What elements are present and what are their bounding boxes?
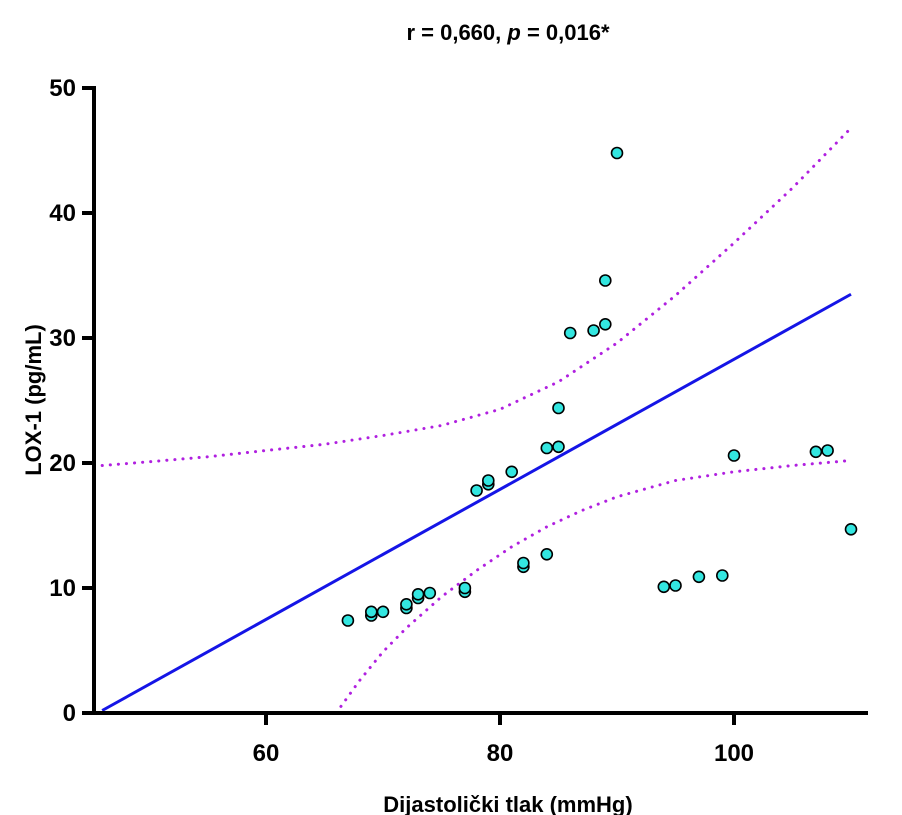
data-point — [517, 556, 530, 570]
y-axis-title: LOX-1 (pg/mL) — [21, 324, 46, 476]
y-tick-label: 30 — [49, 325, 76, 352]
chart-title: r = 0,660, p = 0,016* — [406, 20, 610, 45]
data-point — [552, 401, 565, 415]
data-point — [552, 440, 565, 454]
title-p-symbol: p — [506, 20, 520, 45]
data-point — [587, 324, 600, 337]
y-tick-label: 40 — [49, 200, 76, 227]
data-point — [692, 570, 706, 584]
y-tick-label: 50 — [49, 75, 76, 102]
confidence-band — [100, 126, 853, 715]
data-point — [540, 441, 554, 455]
y-tick-label: 10 — [49, 575, 76, 602]
title-stat-r: r = 0,660, — [406, 20, 507, 45]
axes: 0 10 20 30 40 50 60 80 100 — [49, 75, 868, 767]
data-point — [505, 465, 519, 479]
data-point — [411, 587, 425, 601]
regression-line-layer — [101, 292, 852, 712]
x-tick-label: 100 — [714, 740, 754, 767]
regression-line — [101, 292, 852, 712]
title-stat-p: = 0,016* — [521, 20, 610, 45]
data-point — [809, 445, 823, 459]
x-axis-title: Dijastolički tlak (mmHg) — [383, 792, 632, 815]
data-point — [657, 580, 671, 594]
data-point — [470, 484, 483, 497]
y-tick-label: 20 — [49, 450, 76, 477]
data-point — [423, 586, 437, 600]
data-point — [598, 317, 612, 331]
data-point — [727, 449, 741, 462]
ci-upper-curve — [100, 126, 853, 467]
data-points — [341, 146, 858, 627]
data-point — [610, 146, 624, 160]
data-point — [598, 274, 612, 287]
data-point — [563, 326, 577, 340]
ci-lower-curve — [334, 459, 853, 715]
x-tick-label: 80 — [487, 740, 514, 767]
data-point — [364, 605, 378, 619]
data-point — [540, 547, 554, 561]
data-point — [376, 605, 390, 619]
data-point — [400, 597, 413, 611]
data-point — [341, 614, 355, 627]
y-tick-label: 0 — [63, 700, 76, 727]
data-point — [669, 579, 682, 592]
x-tick-label: 60 — [253, 740, 280, 767]
data-point — [458, 581, 472, 595]
data-point — [715, 569, 729, 582]
data-point — [481, 474, 495, 487]
data-point — [844, 522, 858, 536]
data-point — [821, 444, 834, 457]
